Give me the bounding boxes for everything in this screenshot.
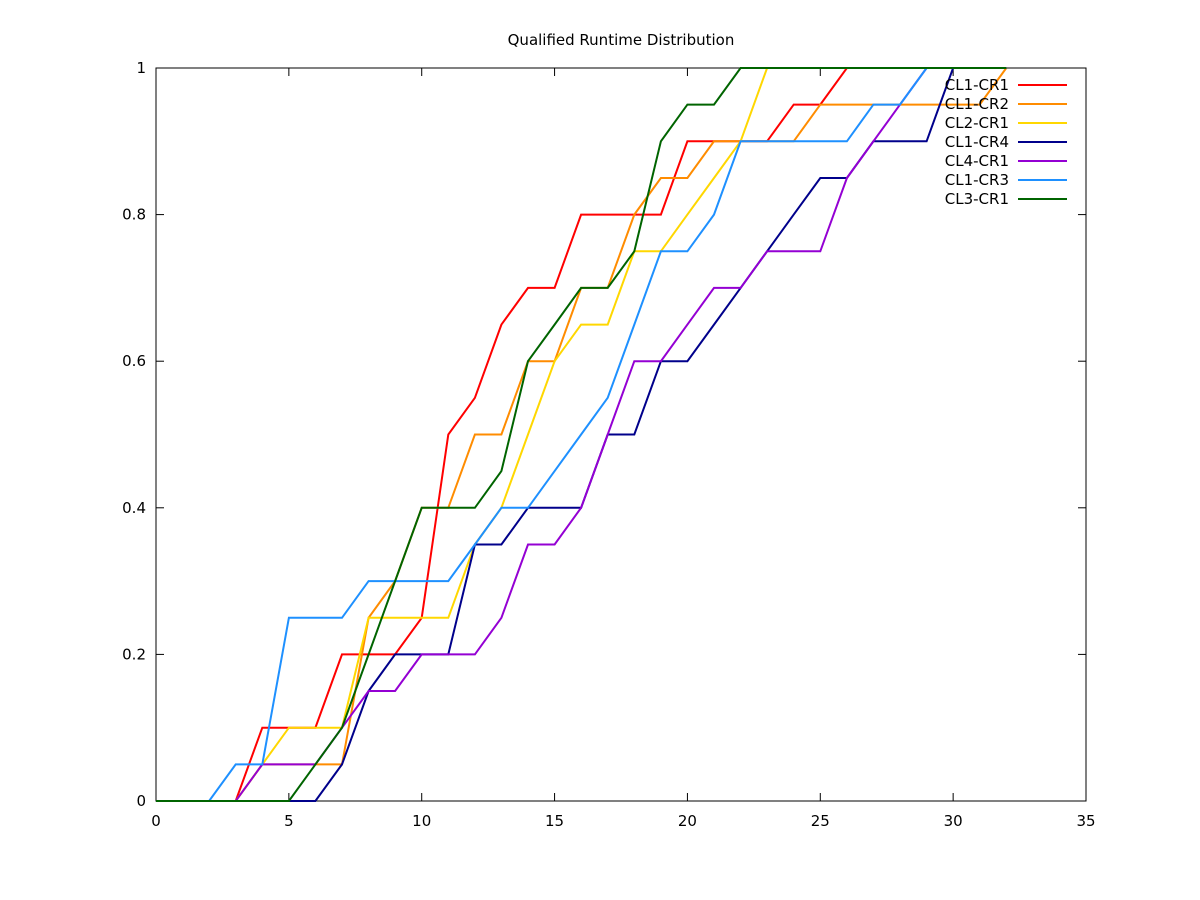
x-tick-label: 15 — [545, 812, 564, 830]
x-tick-label: 10 — [412, 812, 431, 830]
y-tick-label: 1 — [136, 59, 146, 77]
x-tick-label: 0 — [151, 812, 161, 830]
plot-border — [155, 67, 1087, 802]
x-tick-label: 30 — [944, 812, 963, 830]
legend: CL1-CR1CL1-CR2CL2-CR1CL1-CR4CL4-CR1CL1-C… — [945, 76, 1067, 208]
legend-label: CL1-CR2 — [945, 95, 1009, 113]
y-tick-label: 0 — [136, 792, 146, 810]
series-lines — [156, 67, 1008, 802]
x-tick-label: 25 — [811, 812, 830, 830]
chart-title: Qualified Runtime Distribution — [508, 31, 735, 49]
y-tick-label: 0.6 — [122, 352, 146, 370]
plot-area — [155, 67, 1087, 802]
legend-label: CL4-CR1 — [945, 152, 1009, 170]
x-tick-label: 20 — [678, 812, 697, 830]
x-tick-label: 5 — [284, 812, 294, 830]
series-line-cl1-cr3 — [156, 67, 1007, 802]
x-tick-label: 35 — [1076, 812, 1095, 830]
axis-ticks: 0 5 10 15 20 25 30 35 0 0.2 0.4 0.6 0.8 1 — [122, 59, 1095, 830]
y-tick-label: 0.4 — [122, 499, 146, 517]
legend-label: CL1-CR3 — [945, 171, 1009, 189]
legend-label: CL3-CR1 — [945, 190, 1009, 208]
legend-label: CL1-CR1 — [945, 76, 1009, 94]
y-tick-label: 0.8 — [122, 206, 146, 224]
series-line-cl3-cr1 — [156, 67, 1007, 802]
y-tick-label: 0.2 — [122, 645, 146, 663]
legend-label: CL1-CR4 — [945, 133, 1009, 151]
legend-label: CL2-CR1 — [945, 114, 1009, 132]
series-line-cl4-cr1 — [156, 67, 1007, 802]
